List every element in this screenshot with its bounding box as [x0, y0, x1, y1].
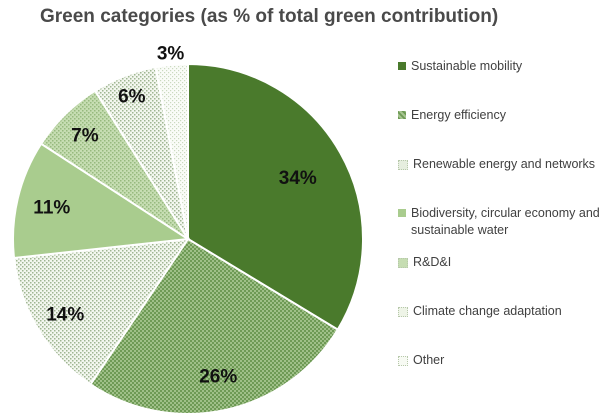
legend-item: Biodiversity, circular economy and susta…: [398, 205, 601, 239]
legend-item: Other: [398, 352, 603, 369]
legend-label: Biodiversity, circular economy and susta…: [411, 206, 600, 237]
pie-slice-renewable-energy-and-networks: [12, 237, 191, 386]
legend-item: Renewable energy and networks: [398, 156, 603, 173]
legend-item: Sustainable mobility: [398, 58, 601, 75]
data-label-energy-efficiency: 26%: [199, 367, 237, 388]
legend-label: Energy efficiency: [411, 108, 506, 122]
pie-slice-biodiversity-circular-economy-and-sustainable-water: [12, 142, 191, 260]
data-label-climate-change-adaptation: 6%: [118, 87, 146, 108]
legend-swatch: [398, 111, 406, 119]
pie-slice-sustainable-mobility: [187, 62, 364, 331]
legend-swatch: [398, 307, 408, 317]
data-label-sustainable-mobility: 34%: [279, 168, 317, 189]
legend-item: Energy efficiency: [398, 107, 601, 124]
legend-item: Climate change adaptation: [398, 303, 603, 320]
legend-label: Sustainable mobility: [411, 59, 523, 73]
data-label-biodiversity-circular-economy-and-sustainable-water: 11%: [33, 198, 70, 219]
pie-slice-other: [154, 62, 189, 240]
legend-label: Climate change adaptation: [413, 304, 562, 318]
legend-label: R&D&I: [413, 255, 452, 269]
legend-label: Other: [413, 353, 445, 367]
pie-slice-energy-efficiency: [89, 237, 340, 415]
legend-swatch: [398, 160, 408, 170]
legend-swatch: [398, 258, 408, 268]
data-label-renewable-energy-and-networks: 14%: [46, 304, 84, 325]
legend-label: Renewable energy and networks: [413, 157, 596, 171]
data-label-r-d-i: 7%: [71, 125, 99, 146]
legend-item: R&D&I: [398, 254, 603, 271]
chart-title: Green categories (as % of total green co…: [40, 6, 499, 27]
legend-swatch: [398, 209, 406, 217]
legend-swatch: [398, 62, 406, 70]
data-label-other: 3%: [157, 44, 185, 65]
legend-swatch: [398, 356, 408, 366]
